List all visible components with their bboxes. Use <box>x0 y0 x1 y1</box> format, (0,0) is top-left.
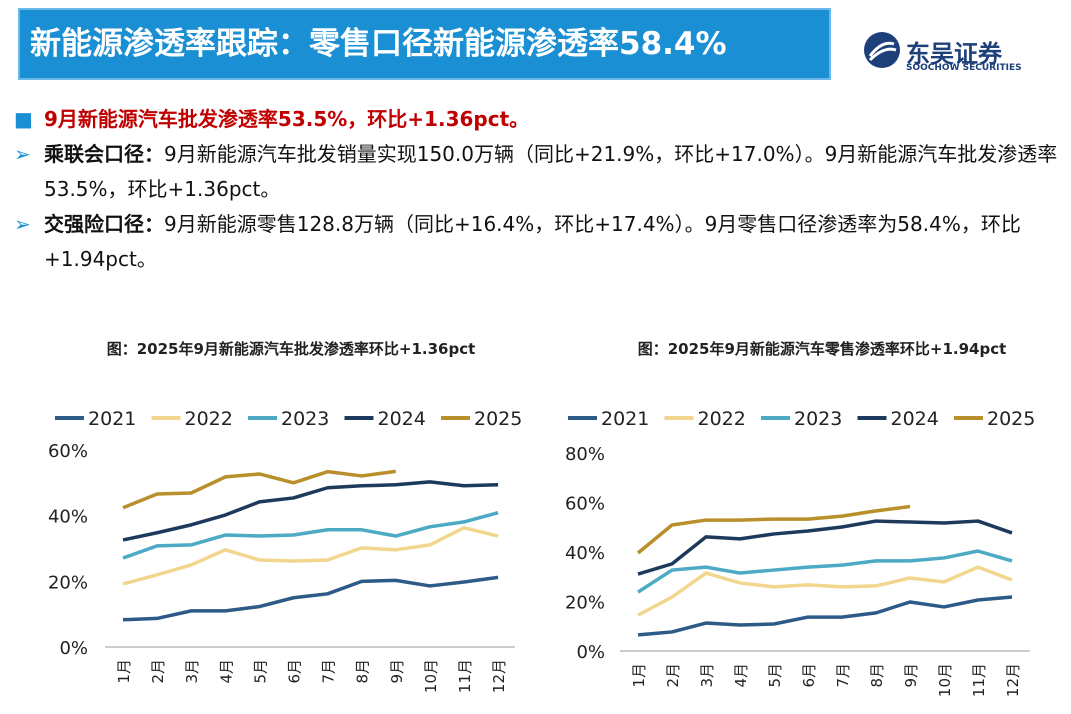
x-tick-label: 2月 <box>149 659 167 684</box>
series-line <box>122 511 499 560</box>
legend-label: 2025 <box>987 408 1035 430</box>
marker: ■ <box>14 107 33 131</box>
legend-label: 2025 <box>474 408 522 430</box>
y-tick-label: 40% <box>565 543 605 564</box>
x-tick-label: 9月 <box>388 659 406 684</box>
bullet: ■ 9月新能源汽车批发渗透率53.5%，环比+1.36pct。 <box>14 102 1059 137</box>
series-line <box>122 526 499 586</box>
legend-label: 2024 <box>378 408 426 430</box>
x-tick-label: 2月 <box>664 663 682 688</box>
logo-en: SOOCHOW SECURITIES <box>906 63 1022 73</box>
x-tick-label: 12月 <box>490 659 508 693</box>
legend-label: 2023 <box>281 408 329 430</box>
legend-label: 2024 <box>891 408 939 430</box>
bullet-text: 9月新能源零售128.8万辆（同比+16.4%，环比+17.4%）。9月零售口径… <box>44 212 1021 271</box>
x-tick-label: 6月 <box>800 663 818 688</box>
legend-label: 2023 <box>794 408 842 430</box>
x-tick-label: 10月 <box>936 663 954 697</box>
bullet-lead: 乘联会口径： <box>44 142 164 166</box>
x-tick-label: 7月 <box>834 663 852 688</box>
x-tick-label: 10月 <box>422 659 440 693</box>
x-tick-label: 3月 <box>698 663 716 688</box>
bullet-lead: 交强险口径： <box>44 212 164 236</box>
series-line <box>637 565 1013 617</box>
x-tick-label: 4月 <box>732 663 750 688</box>
marker: ➢ <box>14 212 31 236</box>
x-tick-label: 7月 <box>320 659 338 684</box>
legend-label: 2022 <box>185 408 233 430</box>
series-line <box>637 549 1013 594</box>
chart-title: 图：2025年9月新能源汽车批发渗透率环比+1.36pct <box>107 340 476 358</box>
x-tick-label: 12月 <box>1004 663 1022 697</box>
x-tick-label: 8月 <box>354 659 372 684</box>
x-tick-label: 11月 <box>456 659 474 693</box>
x-tick-label: 3月 <box>183 659 201 684</box>
legend-label: 2021 <box>601 408 649 430</box>
x-tick-label: 5月 <box>766 663 784 688</box>
y-tick-label: 20% <box>48 572 88 593</box>
marker: ➢ <box>14 142 31 166</box>
series-line <box>637 519 1013 576</box>
series-line <box>637 595 1013 637</box>
x-tick-label: 9月 <box>902 663 920 688</box>
bullet: ➢ 乘联会口径：9月新能源汽车批发销量实现150.0万辆（同比+21.9%，环比+… <box>14 137 1059 207</box>
y-tick-label: 60% <box>48 441 88 462</box>
series-line <box>122 469 397 510</box>
logo-icon <box>864 32 900 68</box>
logo-cn: 东吴证券 <box>906 40 1002 68</box>
bullet-text: 9月新能源汽车批发销量实现150.0万辆（同比+21.9%，环比+17.0%）。… <box>44 142 1058 201</box>
x-tick-label: 4月 <box>217 659 235 684</box>
legend-label: 2022 <box>698 408 746 430</box>
y-tick-label: 40% <box>48 507 88 528</box>
y-tick-label: 60% <box>565 494 605 515</box>
x-tick-label: 6月 <box>286 659 304 684</box>
bullet: ➢ 交强险口径：9月新能源零售128.8万辆（同比+16.4%，环比+17.4%）… <box>14 207 1059 277</box>
series-line <box>122 480 499 542</box>
x-tick-label: 8月 <box>868 663 886 688</box>
legend-label: 2021 <box>88 408 136 430</box>
y-tick-label: 0% <box>576 642 605 663</box>
y-tick-label: 0% <box>59 638 88 659</box>
y-tick-label: 80% <box>565 444 605 465</box>
bullet-text: 9月新能源汽车批发渗透率53.5%，环比+1.36pct。 <box>44 107 530 131</box>
series-line <box>636 504 911 555</box>
bullets: ■ 9月新能源汽车批发渗透率53.5%，环比+1.36pct。 ➢ 乘联会口径：9月… <box>14 102 1059 277</box>
y-tick-label: 20% <box>565 593 605 614</box>
x-tick-label: 1月 <box>115 659 133 684</box>
header-title: 新能源渗透率跟踪：零售口径新能源渗透率58.4% <box>18 8 831 80</box>
x-tick-label: 1月 <box>630 663 648 688</box>
x-tick-label: 5月 <box>251 659 269 684</box>
series-line <box>122 575 499 622</box>
chart-title: 图：2025年9月新能源汽车零售渗透率环比+1.94pct <box>638 340 1007 358</box>
x-tick-label: 11月 <box>970 663 988 697</box>
